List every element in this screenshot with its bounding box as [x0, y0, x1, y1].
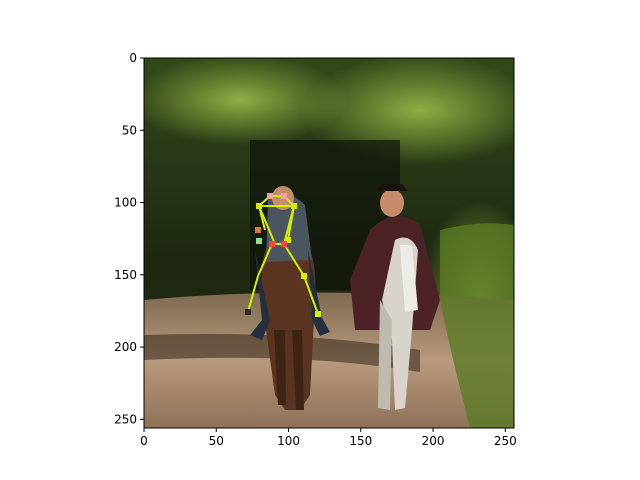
- pose-joint: [269, 241, 275, 247]
- x-tick-label: 200: [422, 434, 445, 448]
- grass-bank: [440, 223, 514, 428]
- pose-limb: [257, 243, 273, 277]
- pose-joint: [256, 203, 262, 209]
- pose-limb: [247, 275, 259, 313]
- photograph: [144, 58, 514, 428]
- pose-joint: [285, 237, 291, 243]
- pose-skeleton-overlay: [245, 193, 321, 317]
- pose-limb: [303, 275, 319, 315]
- x-tick-label: 150: [349, 434, 372, 448]
- y-tick-label: 100: [114, 196, 137, 210]
- pose-joint: [281, 193, 287, 199]
- pose-joint: [315, 311, 321, 317]
- pose-limb: [258, 205, 276, 245]
- pose-joint: [291, 203, 297, 209]
- x-tick-label: 100: [277, 434, 300, 448]
- x-tick-label: 250: [494, 434, 517, 448]
- pose-joint: [245, 309, 251, 315]
- pose-joint: [281, 241, 287, 247]
- pose-limb: [283, 243, 305, 277]
- y-tick-label: 250: [114, 412, 137, 426]
- y-tick-label: 150: [114, 268, 137, 282]
- pose-joint: [267, 193, 273, 199]
- y-tick-label: 0: [129, 51, 137, 65]
- x-tick-label: 0: [140, 434, 148, 448]
- y-tick-label: 200: [114, 340, 137, 354]
- x-tick-label: 50: [209, 434, 224, 448]
- sunlit-leaves-left: [144, 58, 350, 145]
- y-axis: 0 50 100 150 200 250: [114, 51, 144, 426]
- pose-joint: [301, 273, 307, 279]
- y-tick-label: 50: [122, 123, 137, 137]
- sunlit-leaves-right: [300, 58, 514, 165]
- pose-joint: [256, 238, 262, 244]
- pose-joint: [255, 227, 261, 233]
- x-axis: 0 50 100 150 200 250: [140, 428, 517, 448]
- axes-frame: [143, 57, 515, 429]
- horse-rider-right: [350, 184, 440, 410]
